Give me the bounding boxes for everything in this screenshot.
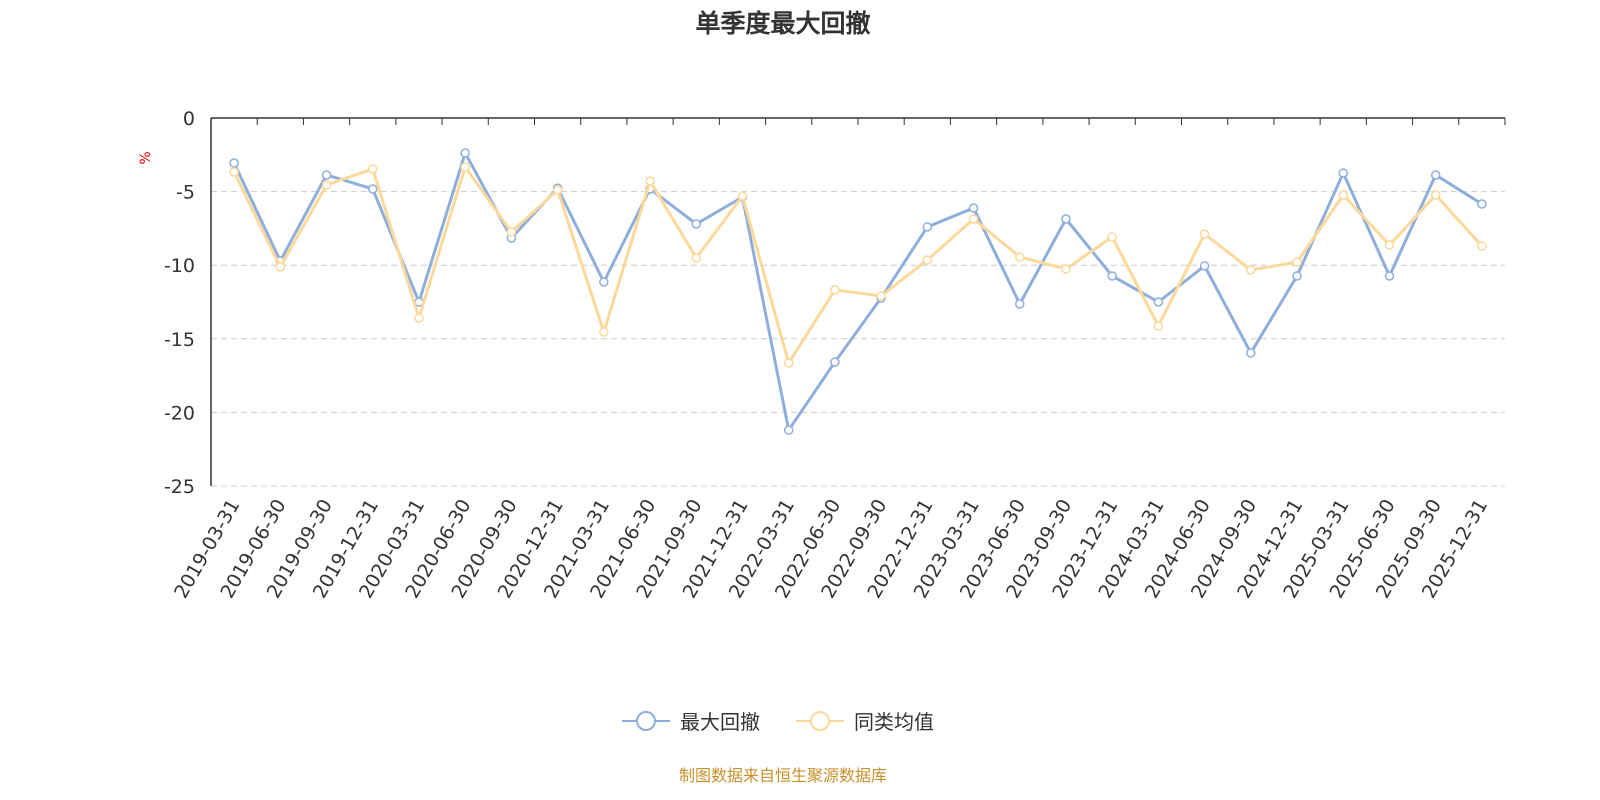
data-point [922,255,933,265]
data-point [830,357,840,367]
data-point [1199,229,1210,239]
data-point [1015,299,1025,309]
chart-title: 单季度最大回撤 [695,9,870,38]
data-point [645,176,655,186]
y-tick-label: -15 [164,329,195,351]
data-point [552,185,563,195]
data-point [368,184,378,194]
data-point [368,164,378,174]
y-tick-label: -5 [176,182,195,204]
data-point [1292,257,1302,267]
data-point [1061,264,1071,274]
data-point [968,214,979,224]
data-point [1153,321,1164,331]
data-point [1107,271,1117,281]
data-point [1015,252,1025,262]
data-point [783,425,794,435]
y-tick-label: -10 [164,255,195,277]
data-point [691,219,701,229]
legend-marker-icon [636,711,656,731]
data-point [229,158,239,168]
data-point [691,253,701,263]
data-point [1477,241,1487,251]
data-point [599,277,609,287]
data-point [968,203,979,213]
data-point [1153,297,1164,307]
data-point [1384,240,1395,250]
data-point [1107,232,1117,242]
legend-marker-icon [810,711,830,731]
legend-label[interactable]: 同类均值 [854,710,934,734]
data-point [1338,168,1348,178]
data-point [321,170,332,180]
data-point [1292,271,1302,281]
data-point [1246,348,1256,358]
data-point [321,180,332,190]
data-point [1061,214,1071,224]
data-point [783,358,794,368]
y-tick-label: -25 [164,476,195,498]
data-point [1477,199,1487,209]
data-point [737,191,748,201]
series-line-1 [232,163,1484,367]
data-point [275,262,286,272]
data-point [460,148,470,158]
data-point [599,327,609,337]
data-point [922,222,933,232]
data-point [1384,271,1395,281]
series-line-0 [232,149,1483,434]
y-tick-label: -20 [164,402,195,424]
y-axis-label: % [138,151,154,164]
data-point [830,285,840,295]
data-point [506,227,517,237]
data-point [1338,190,1348,200]
data-point [460,162,470,172]
data-point [1430,190,1441,200]
legend-label[interactable]: 最大回撤 [680,710,760,734]
data-point [414,313,424,323]
y-tick-label: 0 [183,108,195,130]
data-point [1199,261,1210,271]
data-point [1430,170,1441,180]
data-point [229,167,239,177]
data-source-footer: 制图数据来自恒生聚源数据库 [678,766,887,785]
data-point [1246,265,1256,275]
data-point [876,291,886,301]
